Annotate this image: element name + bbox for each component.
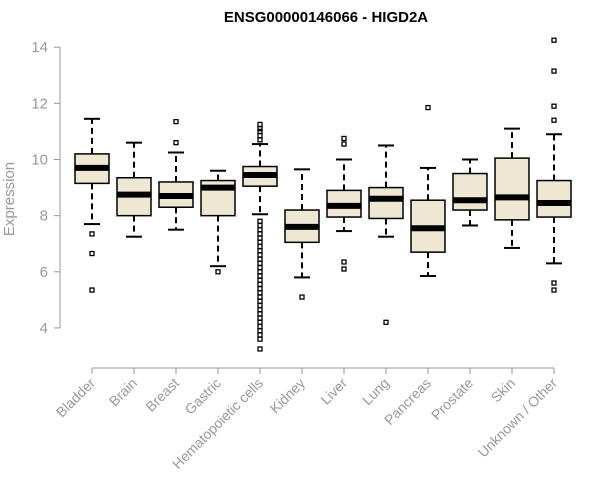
outlier-point — [257, 273, 263, 279]
y-tick-label: 4 — [40, 320, 48, 337]
box-group — [116, 141, 152, 238]
y-tick-label: 14 — [31, 39, 48, 56]
outlier-point — [257, 315, 263, 321]
box-group — [410, 104, 446, 277]
outlier-point — [257, 128, 263, 135]
outlier-point — [257, 125, 263, 132]
outlier-point — [257, 256, 263, 262]
box-group — [242, 121, 278, 352]
box — [494, 157, 530, 221]
box-group — [452, 158, 488, 227]
outlier-point — [383, 319, 389, 325]
outlier-point — [257, 264, 263, 271]
outlier-point — [257, 311, 263, 317]
y-tick-label: 10 — [31, 152, 48, 169]
outlier-point — [551, 280, 557, 286]
outlier-point — [257, 285, 263, 292]
outlier-point — [551, 287, 557, 293]
outlier-point — [257, 252, 263, 258]
outlier-point — [257, 346, 263, 352]
y-axis-label: Expression — [1, 162, 18, 236]
outlier-point — [257, 336, 263, 342]
outlier-point — [215, 269, 221, 275]
outlier-point — [257, 243, 263, 250]
y-tick-label: 12 — [31, 95, 48, 112]
outlier-point — [257, 328, 263, 334]
outlier-point — [257, 248, 263, 254]
box-group — [494, 127, 530, 249]
y-tick-label: 8 — [40, 208, 48, 225]
box — [452, 172, 488, 211]
x-tick-label: Lung — [359, 375, 392, 408]
outlier-point — [551, 68, 557, 74]
chart-title: ENSG00000146066 - HIGD2A — [224, 9, 428, 26]
outlier-point — [257, 235, 263, 241]
box-group — [536, 37, 572, 293]
y-tick-label: 6 — [40, 264, 48, 281]
outlier-point — [257, 227, 263, 233]
outlier-point — [341, 141, 347, 147]
outlier-point — [89, 287, 95, 293]
box-series — [74, 37, 572, 352]
box-group — [284, 168, 320, 300]
outlier-point — [551, 103, 557, 109]
box-group — [158, 118, 194, 231]
x-tick-label: Breast — [142, 375, 182, 415]
x-tick-label: Skin — [488, 375, 519, 406]
x-tick-label: Unknown / Other — [475, 375, 561, 461]
outlier-point — [173, 140, 179, 146]
outlier-point — [257, 239, 263, 245]
outlier-point — [425, 104, 431, 111]
outlier-point — [257, 307, 263, 313]
outlier-point — [89, 231, 95, 237]
outlier-point — [257, 231, 263, 237]
outlier-point — [299, 294, 305, 300]
outlier-point — [257, 132, 263, 139]
box-group — [74, 117, 110, 293]
outlier-point — [341, 259, 347, 265]
outlier-point — [257, 269, 263, 275]
outlier-point — [257, 332, 263, 338]
box-group — [368, 144, 404, 325]
outlier-point — [341, 266, 347, 272]
outlier-point — [257, 294, 263, 300]
outlier-point — [257, 277, 263, 283]
x-tick-label: Prostate — [428, 375, 476, 423]
outlier-point — [257, 137, 263, 143]
outlier-point — [257, 298, 263, 304]
x-tick-label: Pancreas — [381, 375, 434, 428]
x-tick-label: Bladder — [53, 375, 99, 421]
box — [368, 186, 404, 220]
outlier-point — [551, 117, 557, 123]
outlier-point — [257, 281, 263, 288]
outlier-point — [257, 222, 263, 229]
outlier-point — [257, 302, 263, 309]
outlier-point — [173, 118, 179, 125]
box-group — [200, 169, 236, 275]
x-tick-label: Liver — [317, 375, 350, 408]
outlier-point — [257, 121, 263, 128]
outlier-point — [89, 250, 95, 257]
x-tick-label: Kidney — [267, 375, 309, 417]
outlier-point — [257, 319, 263, 325]
outlier-point — [257, 323, 263, 330]
outlier-point — [257, 218, 263, 224]
x-tick-label: Brain — [106, 375, 140, 409]
outlier-point — [551, 37, 557, 43]
outlier-point — [341, 135, 347, 142]
box — [536, 179, 572, 218]
box-group — [326, 135, 362, 272]
y-axis: 4 6 8 10 12 14 — [31, 39, 61, 337]
outlier-point — [257, 290, 263, 296]
outlier-point — [257, 260, 263, 267]
